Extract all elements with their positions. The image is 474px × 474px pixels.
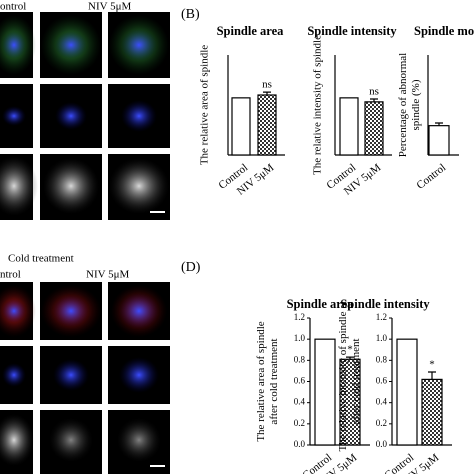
y-tick-label: 0.6 xyxy=(294,376,306,386)
column-label: ntrol xyxy=(0,269,21,281)
significance: ns xyxy=(262,79,272,91)
y-tick-label: 0.2 xyxy=(294,418,305,428)
y-tick-label: 0.0 xyxy=(376,439,388,449)
y-tick-label: 1.2 xyxy=(294,312,305,322)
column-label: NIV 5μM xyxy=(88,1,131,13)
bar xyxy=(257,94,277,156)
bar xyxy=(364,101,384,156)
significance: ns xyxy=(369,86,379,98)
bar xyxy=(339,97,359,156)
bar xyxy=(428,125,450,156)
y-axis-label: spindle (%) xyxy=(410,79,422,130)
x-tick-label: Control xyxy=(414,162,448,192)
chart-title: Spindle intensity xyxy=(340,297,430,311)
y-tick-label: 0.0 xyxy=(294,439,306,449)
y-tick-label: 0.8 xyxy=(294,354,306,364)
panel-label: (B) xyxy=(181,7,200,22)
y-axis-label: Percentage of abnormal xyxy=(397,53,409,157)
column-label: ontrol xyxy=(0,1,26,13)
y-tick-label: 1.0 xyxy=(294,333,306,343)
y-tick-label: 0.2 xyxy=(376,418,387,428)
condition-label: Cold treatment xyxy=(8,253,74,265)
column-label: NIV 5μM xyxy=(86,269,129,281)
micrographs xyxy=(0,12,170,474)
panel-label: (D) xyxy=(181,260,201,275)
y-axis-label: after cold treatment xyxy=(268,338,280,424)
bar xyxy=(396,338,418,446)
chart-title: Spindle area xyxy=(287,297,355,311)
y-tick-label: 0.6 xyxy=(376,376,388,386)
y-axis-label: after cold treatment xyxy=(350,338,362,424)
y-axis-label: The relative intensity of spindle xyxy=(312,35,324,175)
significance: * xyxy=(347,344,353,356)
bar xyxy=(314,338,336,446)
y-axis-label: The relative intensity of spindle xyxy=(337,311,349,451)
y-tick-label: 0.4 xyxy=(376,397,388,407)
chart-title: Spindle intensity xyxy=(307,24,397,38)
y-tick-label: 0.4 xyxy=(294,397,306,407)
y-axis-label: The relative area of spindle xyxy=(255,321,267,441)
error-bar xyxy=(263,91,271,95)
bar xyxy=(231,97,251,156)
chart-title: Spindle mo xyxy=(414,24,474,38)
error-bar xyxy=(435,122,443,126)
significance: * xyxy=(429,359,435,371)
error-bar xyxy=(346,356,354,360)
error-bar xyxy=(428,371,436,380)
error-bar xyxy=(370,98,378,102)
bar xyxy=(421,378,443,446)
y-tick-label: 1.2 xyxy=(376,312,387,322)
y-tick-label: 0.8 xyxy=(376,354,388,364)
y-tick-label: 1.0 xyxy=(376,333,388,343)
chart-title: Spindle area xyxy=(217,24,285,38)
y-axis-label: The relative area of spindle xyxy=(199,45,211,165)
